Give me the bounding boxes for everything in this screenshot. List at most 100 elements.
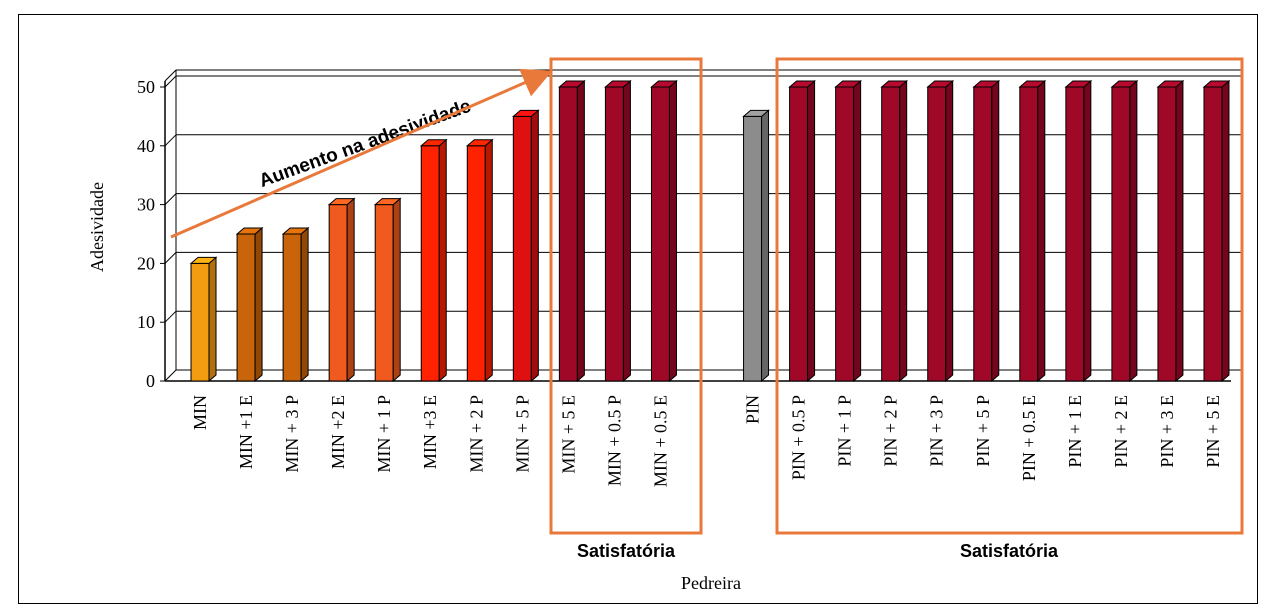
gridline-side bbox=[164, 310, 177, 323]
x-category-label: MIN +2 E bbox=[328, 395, 348, 469]
bar-side bbox=[1037, 79, 1046, 383]
x-category-label: MIN bbox=[190, 395, 210, 430]
bar-front bbox=[1065, 86, 1085, 382]
bar-top bbox=[281, 227, 310, 235]
bar bbox=[926, 79, 955, 383]
bar-side bbox=[668, 79, 677, 383]
bar-front bbox=[1157, 86, 1177, 382]
bar-front bbox=[328, 204, 348, 382]
bar bbox=[1110, 79, 1139, 383]
x-category-label: PIN + 1 P bbox=[835, 395, 855, 467]
bar-top bbox=[1202, 80, 1231, 88]
bar-side bbox=[208, 256, 217, 383]
y-tick-label: 30 bbox=[137, 195, 155, 215]
bar-side bbox=[1129, 79, 1138, 383]
satisfatoria-label-right: Satisfatória bbox=[960, 541, 1059, 561]
bar bbox=[1202, 79, 1231, 383]
bar-top bbox=[742, 109, 770, 117]
bar-side bbox=[254, 226, 263, 383]
bar-front bbox=[789, 86, 809, 382]
wall-corner-edge bbox=[164, 69, 177, 82]
x-category-label: MIN + 0.5 E bbox=[650, 395, 670, 487]
satisfatoria-box-left bbox=[549, 57, 703, 535]
bar-top bbox=[880, 80, 909, 88]
x-category-label: MIN + 5 P bbox=[512, 395, 532, 473]
y-tick-label: 20 bbox=[137, 253, 155, 273]
y-tick-label: 50 bbox=[137, 77, 155, 97]
bar-side bbox=[1083, 79, 1092, 383]
bar-side bbox=[346, 197, 355, 383]
gridline-side bbox=[164, 369, 177, 382]
x-category-label: MIN + 0.5 P bbox=[604, 395, 624, 486]
bar-side bbox=[484, 138, 493, 383]
bar bbox=[419, 138, 448, 383]
bar-side bbox=[1221, 79, 1230, 383]
y-tick-labels: 0 10 20 30 40 50 bbox=[137, 77, 155, 391]
bar-top bbox=[1064, 80, 1093, 88]
satisfatoria-label-left: Satisfatória bbox=[577, 541, 676, 561]
bar-side bbox=[853, 79, 862, 383]
bar-front bbox=[190, 262, 210, 382]
bar bbox=[373, 197, 402, 383]
bar-side bbox=[761, 109, 770, 383]
bar bbox=[1156, 79, 1185, 383]
x-category-label: MIN +1 E bbox=[236, 395, 256, 469]
bar-top bbox=[1110, 80, 1139, 88]
bar-side bbox=[807, 79, 816, 383]
bar-chart: 0 10 20 30 40 50 MIN MIN +1 E MIN + 3 P MIN +2 E… bbox=[87, 57, 1244, 593]
bar-front bbox=[835, 86, 855, 382]
bar-side bbox=[576, 79, 585, 383]
bar-top bbox=[235, 227, 264, 235]
bar bbox=[834, 79, 862, 383]
bars-layer bbox=[189, 79, 1231, 383]
y-tick-label: 0 bbox=[146, 371, 155, 391]
x-category-label: MIN + 3 P bbox=[282, 395, 302, 473]
bar bbox=[511, 109, 540, 383]
bar-front bbox=[282, 233, 302, 382]
bar-top bbox=[511, 109, 540, 117]
x-category-label: PIN + 5 E bbox=[1203, 395, 1223, 468]
gridline-side bbox=[164, 75, 177, 88]
bar bbox=[1064, 79, 1093, 383]
bar bbox=[465, 138, 494, 383]
bar bbox=[1018, 79, 1047, 383]
bar-top bbox=[788, 80, 816, 88]
bar bbox=[650, 79, 678, 383]
bar-front bbox=[420, 145, 440, 382]
satisfatoria-box-right bbox=[775, 57, 1244, 535]
x-category-label: PIN + 3 E bbox=[1157, 395, 1177, 468]
bar-side bbox=[991, 79, 1000, 383]
gridline-side bbox=[164, 134, 177, 147]
bar-front bbox=[743, 115, 763, 382]
bar-front bbox=[973, 86, 993, 382]
bar-top bbox=[650, 80, 678, 88]
bar-side bbox=[1175, 79, 1184, 383]
bar-top bbox=[558, 80, 586, 88]
bar-front bbox=[558, 86, 578, 382]
x-category-label: MIN + 2 P bbox=[466, 395, 486, 473]
bar-side bbox=[392, 197, 401, 383]
x-category-label: PIN + 1 E bbox=[1065, 395, 1085, 468]
bar-side bbox=[622, 79, 631, 383]
bar bbox=[558, 79, 586, 383]
bar-top bbox=[189, 256, 218, 264]
bar-front bbox=[1111, 86, 1131, 382]
x-axis-title: Pedreira bbox=[681, 573, 741, 593]
x-category-label: PIN + 0.5 P bbox=[789, 395, 809, 480]
bar-side bbox=[300, 226, 309, 383]
chart-frame: 0 10 20 30 40 50 MIN MIN +1 E MIN + 3 P MIN +2 E… bbox=[18, 14, 1258, 604]
x-category-label: PIN + 5 P bbox=[973, 395, 993, 467]
gridline-side bbox=[164, 252, 177, 264]
bar-front bbox=[650, 86, 670, 382]
bar-top bbox=[972, 80, 1001, 88]
gridline-side bbox=[164, 193, 177, 205]
y-tick-label: 40 bbox=[137, 136, 155, 156]
bar bbox=[742, 109, 770, 383]
bar bbox=[235, 226, 264, 383]
bar-top bbox=[1018, 80, 1047, 88]
bar-front bbox=[236, 233, 256, 382]
x-category-label: PIN bbox=[743, 395, 763, 424]
bar-top bbox=[327, 198, 356, 206]
bar-side bbox=[945, 79, 954, 383]
x-category-label: MIN + 5 E bbox=[558, 395, 578, 474]
